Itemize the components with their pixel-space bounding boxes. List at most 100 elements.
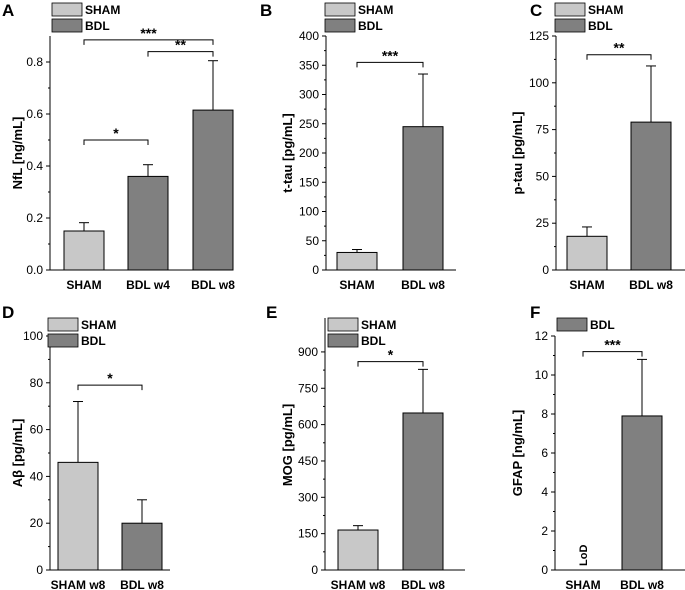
y-axis-label: t-tau [pg/mL] [280, 113, 295, 192]
legend-label-sham: SHAM [361, 318, 396, 332]
significance-bracket [83, 39, 214, 45]
x-tick-label: SHAM w8 [51, 578, 106, 590]
y-ticks: 0.0 0.2 0.4 0.6 0.8 [26, 55, 50, 277]
y-axis-label: GFAP [ng/mL] [510, 410, 525, 496]
bar-bdl-w8 [621, 415, 663, 571]
legend-label-bdl: BDL [588, 19, 613, 33]
legend-swatch-sham [51, 2, 83, 17]
y-tick-label: 250 [299, 117, 319, 131]
bar-bdl-w8 [402, 412, 444, 571]
legend: SHAM BDL [51, 2, 120, 33]
y-tick-label: 0 [36, 563, 43, 577]
y-tick-label: 50 [306, 234, 320, 248]
legend-label-bdl: BDL [85, 19, 110, 33]
legend-label-bdl: BDL [590, 318, 615, 332]
legend-label-bdl: BDL [358, 19, 383, 33]
legend-swatch-bdl [324, 18, 356, 33]
y-ticks: 0 25 50 75 100 125 [529, 29, 556, 277]
y-axis-label: p-tau [pg/mL] [510, 111, 525, 194]
y-tick-label: 20 [30, 516, 44, 530]
y-tick-label: 100 [529, 76, 549, 90]
legend-swatch-bdl [327, 333, 359, 348]
significance-label: * [388, 347, 394, 363]
panel-f: F 0 2 4 6 8 10 12 GFAP [ng/mL] SHAM LoD BDL w8 *** BD… [510, 303, 685, 590]
bar-sham-w8 [57, 461, 99, 571]
x-tick-label: BDL w8 [120, 578, 164, 590]
y-tick-label: 75 [536, 123, 550, 137]
y-tick-label: 0.6 [26, 107, 43, 121]
y-tick-label: 150 [299, 175, 319, 189]
legend-swatch-bdl [51, 18, 83, 33]
legend-swatch-sham [324, 2, 356, 17]
legend: SHAM BDL [324, 2, 393, 33]
y-tick-label: 0 [541, 563, 548, 577]
y-tick-label: 6 [541, 446, 548, 460]
y-ticks: 0 2 4 6 8 10 12 [535, 329, 555, 577]
bar-bdl-w8 [402, 126, 444, 271]
significance-label: ** [175, 37, 186, 53]
y-axis-label: MOG [pg/mL] [280, 404, 295, 486]
bar-bdl-w4 [127, 175, 169, 271]
y-tick-label: 80 [30, 376, 44, 390]
panel-c: C 0 25 50 75 100 125 p-tau [pg/mL] SHAM BDL w8 ** S… [510, 1, 685, 292]
y-tick-label: 10 [535, 368, 549, 382]
x-tick-label: SHAM [569, 278, 604, 292]
panel-label: D [2, 303, 14, 322]
bar-bdl-w8 [630, 121, 672, 271]
significance-bracket [582, 351, 643, 357]
bar-note-lod: LoD [578, 545, 590, 566]
panel-label: C [530, 1, 542, 20]
significance-bracket [356, 61, 424, 68]
y-tick-label: 300 [299, 88, 319, 102]
legend-swatch-bdl [554, 18, 586, 33]
x-tick-label: BDL w4 [126, 278, 170, 292]
legend: SHAM BDL [47, 317, 116, 348]
y-axis-label: NfL [ng/mL] [10, 117, 25, 190]
legend-swatch-bdl [47, 333, 79, 348]
y-tick-label: 8 [541, 407, 548, 421]
significance-label: * [113, 125, 119, 141]
y-tick-label: 0.0 [26, 263, 43, 277]
significance-label: ** [614, 40, 625, 56]
y-tick-label: 100 [299, 205, 319, 219]
y-tick-label: 0 [311, 563, 318, 577]
legend-label-sham: SHAM [588, 3, 623, 17]
y-tick-label: 450 [298, 454, 318, 468]
x-tick-label: SHAM w8 [331, 578, 386, 590]
y-tick-label: 0.2 [26, 211, 43, 225]
panel-e: E 0 150 300 450 600 750 900 MOG [pg/mL] SHAM w8 BD… [266, 303, 465, 590]
bar-bdl-w8 [121, 522, 163, 571]
y-tick-label: 4 [541, 485, 548, 499]
bar-sham [336, 251, 378, 271]
legend: SHAM BDL [554, 2, 623, 33]
legend-label-bdl: BDL [81, 334, 106, 348]
x-tick-label: BDL w8 [629, 278, 673, 292]
y-tick-label: 900 [298, 345, 318, 359]
y-tick-label: 25 [536, 216, 550, 230]
legend-swatch-bdl [556, 317, 588, 332]
panel-b: B 0 50 100 150 200 250 300 350 400 t-tau [pg/mL] SH… [260, 1, 456, 292]
legend: BDL [556, 317, 615, 332]
significance-bracket [83, 139, 149, 145]
significance-bracket [147, 51, 214, 57]
x-tick-label: BDL w8 [401, 578, 445, 590]
y-tick-label: 0.8 [26, 55, 43, 69]
x-tick-label: SHAM [66, 278, 101, 292]
y-tick-label: 125 [529, 29, 549, 43]
y-tick-label: 40 [30, 469, 44, 483]
significance-label: *** [140, 25, 157, 41]
legend-label-sham: SHAM [81, 318, 116, 332]
y-tick-label: 600 [298, 418, 318, 432]
y-tick-label: 0.4 [26, 159, 43, 173]
y-tick-label: 0 [542, 263, 549, 277]
y-tick-label: 2 [541, 524, 548, 538]
x-tick-label: BDL w8 [620, 578, 664, 590]
y-tick-label: 150 [298, 527, 318, 541]
bar-sham [63, 230, 105, 271]
legend-label-bdl: BDL [361, 334, 386, 348]
panel-d: D 0 20 40 60 80 100 Aβ [pg/mL] SHAM w8 BDL w8 * SHA… [2, 303, 170, 590]
significance-label: *** [382, 47, 399, 63]
panel-a: A 0.0 0.2 0.4 0.6 0.8 NfL [ng/mL] SHAM BDL w4 BDL… [2, 1, 235, 292]
bar-bdl-w8 [192, 109, 234, 271]
